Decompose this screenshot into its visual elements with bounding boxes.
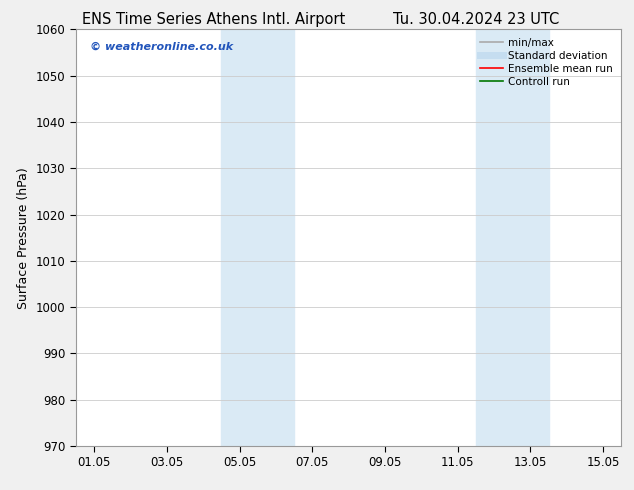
Legend: min/max, Standard deviation, Ensemble mean run, Controll run: min/max, Standard deviation, Ensemble me… (477, 35, 616, 90)
Bar (476, 29, 548, 446)
Text: © weatheronline.co.uk: © weatheronline.co.uk (90, 42, 233, 52)
Text: ENS Time Series Athens Intl. Airport: ENS Time Series Athens Intl. Airport (82, 12, 346, 27)
Text: Tu. 30.04.2024 23 UTC: Tu. 30.04.2024 23 UTC (393, 12, 559, 27)
Bar (221, 29, 294, 446)
Y-axis label: Surface Pressure (hPa): Surface Pressure (hPa) (17, 167, 30, 309)
